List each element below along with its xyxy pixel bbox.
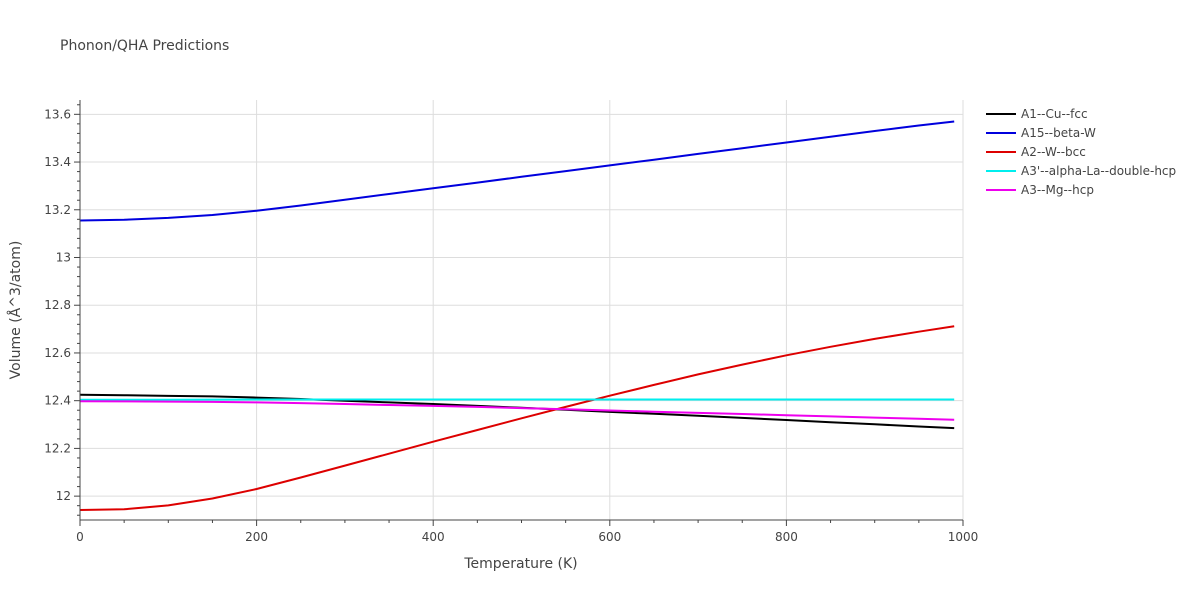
y-tick-label: 13.4 — [44, 155, 71, 169]
x-tick-label: 0 — [76, 530, 84, 544]
y-tick-label: 12.8 — [44, 298, 71, 312]
y-tick-label: 12 — [56, 489, 71, 503]
legend-item[interactable]: A3--Mg--hcp — [986, 183, 1094, 197]
x-tick-label: 800 — [775, 530, 798, 544]
series-line-2[interactable] — [79, 120, 955, 222]
x-tick-label: 1000 — [948, 530, 979, 544]
y-tick-label: 12.6 — [44, 346, 71, 360]
legend-label: A2--W--bcc — [1021, 145, 1086, 159]
legend-label: A15--beta-W — [1021, 126, 1096, 140]
legend-item[interactable]: A3'--alpha-La--double-hcp — [986, 164, 1176, 178]
legend-item[interactable]: A15--beta-W — [986, 126, 1096, 140]
y-tick-label: 13.2 — [44, 203, 71, 217]
legend[interactable]: A1--Cu--fcc A15--beta-W A2--W--bcc A3'--alp… — [986, 107, 1176, 197]
legend-label: A3'--alpha-La--double-hcp — [1021, 164, 1176, 178]
axes: 0 200 400 600 800 1000 12 12.2 12.4 12.6 12.8 13 13.… — [44, 100, 978, 544]
series-line-5[interactable] — [79, 400, 955, 421]
gridlines — [80, 100, 964, 520]
series-line-3[interactable] — [79, 325, 955, 511]
y-tick-label: 12.4 — [44, 394, 71, 408]
y-axis-title: Volume (Å^3/atom) — [7, 241, 24, 380]
x-tick-label: 200 — [245, 530, 268, 544]
x-tick-label: 600 — [598, 530, 621, 544]
legend-label: A1--Cu--fcc — [1021, 107, 1088, 121]
legend-item[interactable]: A1--Cu--fcc — [986, 107, 1088, 121]
plot-area[interactable] — [79, 120, 955, 511]
x-axis-title: Temperature (K) — [463, 556, 577, 572]
chart-title: Phonon/QHA Predictions — [60, 38, 229, 54]
y-tick-label: 13 — [56, 251, 71, 265]
x-tick-label: 400 — [422, 530, 445, 544]
legend-item[interactable]: A2--W--bcc — [986, 145, 1086, 159]
y-tick-label: 13.6 — [44, 107, 71, 121]
legend-label: A3--Mg--hcp — [1021, 183, 1094, 197]
y-tick-label: 12.2 — [44, 441, 71, 455]
